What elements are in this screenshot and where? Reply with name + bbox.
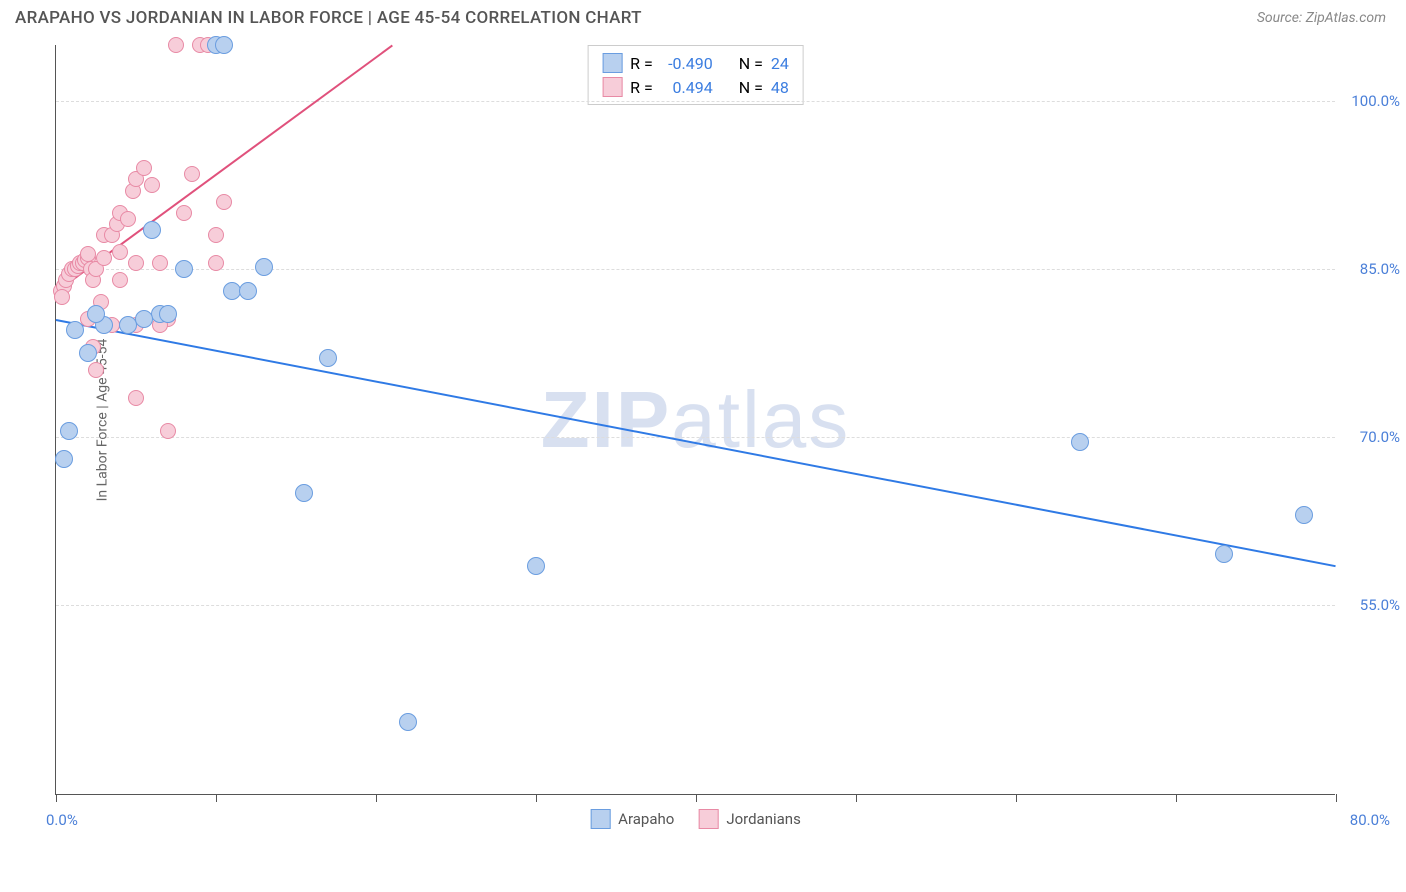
series-label-arapaho: Arapaho <box>618 810 674 828</box>
data-point-arapaho <box>1295 506 1313 524</box>
r-value-jordanians: 0.494 <box>661 78 713 97</box>
legend-item-jordanians: Jordanians <box>698 809 801 829</box>
data-point-jordanians <box>152 255 168 271</box>
data-point-arapaho <box>175 260 193 278</box>
swatch-arapaho <box>590 809 610 829</box>
x-tick <box>856 794 857 802</box>
gridline <box>56 269 1335 270</box>
data-point-jordanians <box>136 160 152 176</box>
data-point-arapaho <box>319 349 337 367</box>
data-point-jordanians <box>184 166 200 182</box>
y-tick-label: 85.0% <box>1360 260 1400 278</box>
data-point-arapaho <box>143 221 161 239</box>
data-point-arapaho <box>255 258 273 276</box>
data-point-arapaho <box>60 422 78 440</box>
r-value-arapaho: -0.490 <box>661 54 713 73</box>
y-tick-label: 70.0% <box>1360 428 1400 446</box>
legend-item-arapaho: Arapaho <box>590 809 674 829</box>
x-axis-min-label: 0.0% <box>46 811 78 829</box>
n-label: N = <box>739 78 763 97</box>
plot-area: ZIPatlas In Labor Force | Age 45-54 0.0%… <box>55 45 1335 795</box>
data-point-arapaho <box>399 713 417 731</box>
correlation-legend: R = -0.490 N = 24 R = 0.494 N = 48 <box>587 45 804 105</box>
data-point-arapaho <box>1071 433 1089 451</box>
data-point-arapaho <box>135 310 153 328</box>
r-label: R = <box>630 54 653 73</box>
watermark: ZIPatlas <box>541 374 850 466</box>
data-point-jordanians <box>208 255 224 271</box>
r-label: R = <box>630 78 653 97</box>
series-label-jordanians: Jordanians <box>726 810 801 828</box>
data-point-arapaho <box>87 305 105 323</box>
x-tick <box>1176 794 1177 802</box>
data-point-jordanians <box>128 255 144 271</box>
data-point-arapaho <box>1215 545 1233 563</box>
x-tick <box>56 794 57 802</box>
x-tick <box>696 794 697 802</box>
x-tick <box>1016 794 1017 802</box>
x-tick <box>536 794 537 802</box>
data-point-jordanians <box>216 194 232 210</box>
data-point-jordanians <box>176 205 192 221</box>
legend-row-arapaho: R = -0.490 N = 24 <box>602 51 789 75</box>
swatch-jordanians <box>602 77 622 97</box>
legend-row-jordanians: R = 0.494 N = 48 <box>602 75 789 99</box>
gridline <box>56 605 1335 606</box>
data-point-arapaho <box>159 305 177 323</box>
data-point-jordanians <box>96 250 112 266</box>
source-label: Source: ZipAtlas.com <box>1257 10 1386 26</box>
n-label: N = <box>739 54 763 73</box>
data-point-jordanians <box>208 227 224 243</box>
n-value-arapaho: 24 <box>771 54 789 73</box>
data-point-jordanians <box>112 272 128 288</box>
swatch-arapaho <box>602 53 622 73</box>
x-tick <box>216 794 217 802</box>
data-point-jordanians <box>144 177 160 193</box>
y-tick-label: 55.0% <box>1360 596 1400 614</box>
swatch-jordanians <box>698 809 718 829</box>
data-point-arapaho <box>55 450 73 468</box>
data-point-arapaho <box>295 484 313 502</box>
data-point-jordanians <box>168 37 184 53</box>
x-tick <box>1336 794 1337 802</box>
chart-title: ARAPAHO VS JORDANIAN IN LABOR FORCE | AG… <box>15 8 642 28</box>
data-point-arapaho <box>79 344 97 362</box>
data-point-jordanians <box>80 246 96 262</box>
gridline <box>56 437 1335 438</box>
data-point-arapaho <box>66 321 84 339</box>
data-point-jordanians <box>88 362 104 378</box>
data-point-jordanians <box>160 423 176 439</box>
data-point-jordanians <box>128 390 144 406</box>
n-value-jordanians: 48 <box>771 78 789 97</box>
data-point-jordanians <box>112 244 128 260</box>
y-tick-label: 100.0% <box>1351 92 1400 110</box>
data-point-jordanians <box>120 211 136 227</box>
data-point-arapaho <box>239 282 257 300</box>
data-point-arapaho <box>527 557 545 575</box>
regression-line <box>56 319 1336 567</box>
gridline <box>56 101 1335 102</box>
x-tick <box>376 794 377 802</box>
data-point-jordanians <box>54 289 70 305</box>
data-point-arapaho <box>215 36 233 54</box>
x-axis-max-label: 80.0% <box>1350 811 1390 829</box>
series-legend: Arapaho Jordanians <box>590 809 801 829</box>
